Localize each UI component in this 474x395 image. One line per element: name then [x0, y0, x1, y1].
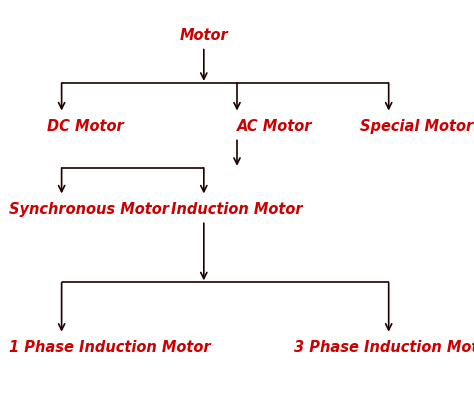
Text: 3 Phase Induction Motor: 3 Phase Induction Motor	[294, 340, 474, 355]
Text: AC Motor: AC Motor	[237, 119, 312, 134]
Text: 1 Phase Induction Motor: 1 Phase Induction Motor	[9, 340, 211, 355]
Text: Synchronous Motor: Synchronous Motor	[9, 202, 170, 217]
Text: DC Motor: DC Motor	[47, 119, 124, 134]
Text: Special Motor: Special Motor	[360, 119, 474, 134]
Text: Motor: Motor	[180, 28, 229, 43]
Text: Induction Motor: Induction Motor	[171, 202, 302, 217]
